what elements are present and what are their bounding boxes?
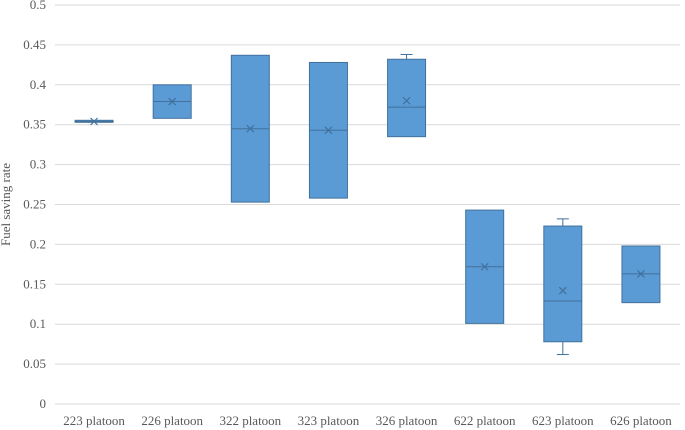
mean-marker: [480, 262, 489, 271]
mean-marker-stroke: [402, 96, 411, 105]
mean-marker-stroke: [246, 124, 255, 133]
mean-marker-stroke: [480, 262, 489, 271]
mean-marker: [324, 126, 333, 135]
mean-marker-stroke: [90, 117, 98, 126]
y-tick-label: 0.35: [23, 117, 46, 132]
mean-marker: [558, 286, 567, 295]
x-tick-label: 626 platoon: [610, 413, 672, 428]
box-5: [387, 53, 427, 138]
y-tick-label: 0.45: [23, 37, 46, 52]
box-body: [387, 58, 427, 138]
y-tick-label: 0.2: [30, 236, 46, 251]
y-tick-label: 0.25: [23, 197, 46, 212]
box-3: [230, 54, 270, 203]
box-7: [543, 218, 583, 356]
mean-marker: [90, 117, 98, 126]
y-tick-label: 0.4: [30, 77, 47, 92]
box-8: [621, 245, 661, 304]
mean-marker-stroke: [558, 286, 567, 295]
box-6: [465, 209, 505, 324]
x-tick-label: 322 platoon: [219, 413, 281, 428]
y-tick-label: 0.1: [30, 316, 46, 331]
mean-marker: [246, 124, 255, 133]
y-tick-label: 0.05: [23, 356, 46, 371]
mean-marker: [402, 96, 411, 105]
y-tick-label: 0: [40, 396, 47, 411]
box-1: [74, 117, 114, 126]
box-body: [543, 225, 583, 343]
box-2: [152, 84, 192, 119]
mean-marker-stroke: [637, 270, 645, 278]
mean-marker: [637, 270, 645, 278]
mean-marker: [168, 97, 177, 106]
x-tick-label: 226 platoon: [141, 413, 203, 428]
x-tick-label: 623 platoon: [532, 413, 594, 428]
x-tick-label: 326 platoon: [376, 413, 438, 428]
x-axis-tick-labels: 223 platoon 226 platoon 322 platoon 323 pla…: [63, 413, 672, 428]
mean-marker-stroke: [168, 97, 177, 106]
x-tick-label: 622 platoon: [454, 413, 516, 428]
y-tick-label: 0.3: [30, 157, 46, 172]
y-axis-title: Fuel saving rate: [0, 163, 13, 246]
x-tick-label: 223 platoon: [63, 413, 125, 428]
mean-marker-stroke: [324, 126, 333, 135]
gridlines: [55, 4, 680, 405]
y-tick-label: 0.5: [30, 0, 46, 12]
box-series: [74, 53, 661, 356]
y-axis-tick-labels: 0 0.05 0.1 0.15 0.2 0.25 0.3 0.35 0.4 0.45 0.5: [23, 0, 46, 411]
box-4: [308, 61, 348, 199]
x-tick-label: 323 platoon: [298, 413, 360, 428]
y-tick-label: 0.15: [23, 276, 46, 291]
